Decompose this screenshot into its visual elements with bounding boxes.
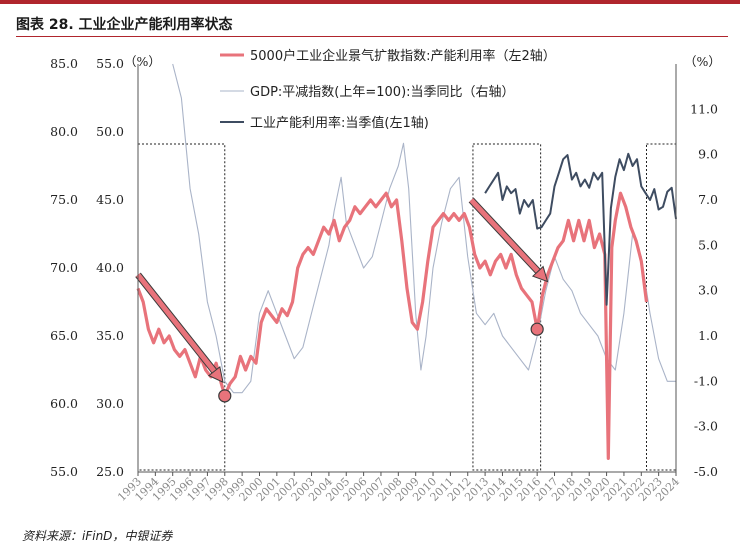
y-left-inner-tick-label: 35.0 [96,328,124,343]
title-rule [16,36,728,37]
y-left-outer-tick-label: 75.0 [50,192,78,207]
y-right-tick-label: -5.0 [694,464,718,479]
y-left-inner-tick-label: 30.0 [96,396,124,411]
trough-marker [218,389,232,403]
series-line-0 [136,191,649,460]
y-left-outer-tick-label: 85.0 [50,56,78,71]
y-left-outer-tick-label: 80.0 [50,124,78,139]
y-left-inner-tick-label: 55.0 [96,56,124,71]
y-left-inner-tick-label: 50.0 [96,124,124,139]
y-right-tick-label: 5.0 [698,237,718,252]
y-left-outer-tick-label: 70.0 [50,260,78,275]
y-right-tick-label: 7.0 [698,192,718,207]
dashed-highlight-box [472,143,542,471]
legend-label-0: 5000户工业企业景气扩散指数:产能利用率（左2轴） [250,48,556,64]
y-right-tick-label: 3.0 [698,283,718,298]
dashed-highlight-box [137,143,226,471]
y-left-inner-tick-label: 45.0 [96,192,124,207]
y-right-tick-label: 11.0 [690,101,718,116]
y-right-tick-label: 1.0 [698,328,718,343]
series-line-2 [484,152,677,306]
y-right-unit-label: （%） [684,54,721,69]
trend-arrow-head [207,366,224,384]
annotation-layer [135,197,549,403]
y-left-outer-tick-label: 65.0 [50,328,78,343]
y-left-unit-label: （%） [124,54,161,69]
y-right-tick-label: 9.0 [698,147,718,162]
trend-arrow-shaft [469,198,540,274]
y-right-tick-label: -3.0 [694,419,718,434]
dashed-boxes [137,143,677,471]
figure-source: 资料来源：iFinD，中银证券 [22,529,173,543]
figure-title: 图表 28. 工业企业产能利用率状态 [16,17,233,33]
trend-arrow-head [531,265,549,283]
y-left-inner-tick-label: 25.0 [96,464,124,479]
legend: 5000户工业企业景气扩散指数:产能利用率（左2轴） GDP:平减指数(上年=10… [220,48,556,131]
trend-arrow-shaft [136,273,217,373]
top-rule [0,0,740,4]
legend-label-2: 工业产能利用率:当季值(左1轴) [250,115,429,131]
legend-label-1: GDP:平减指数(上年=100):当季同比（右轴） [250,85,515,100]
y-right-tick-label: -1.0 [694,373,718,388]
y-left-outer-tick-label: 60.0 [50,396,78,411]
trough-marker [530,322,544,336]
y-left-inner-tick-label: 40.0 [96,260,124,275]
y-left-outer-tick-label: 55.0 [50,464,78,479]
series-line-1 [172,63,676,394]
